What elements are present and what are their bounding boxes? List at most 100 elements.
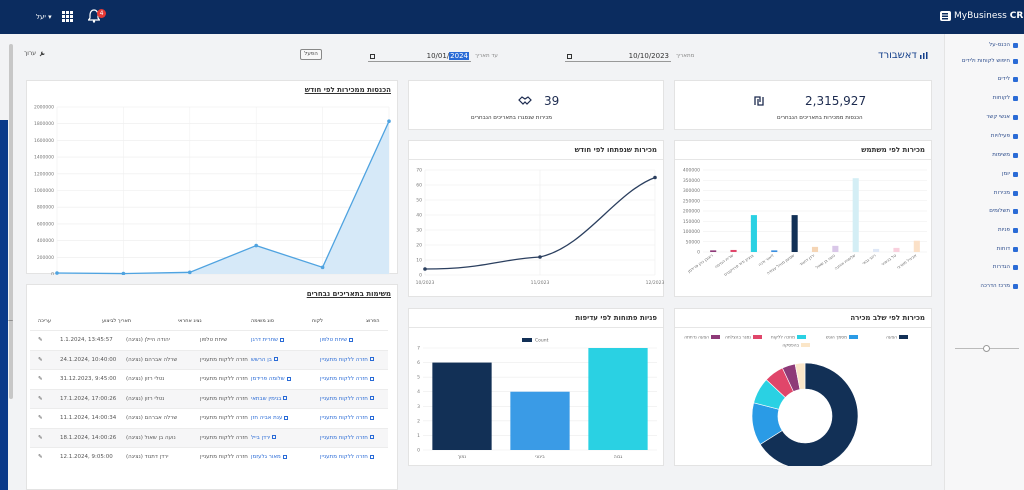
sidebar-item[interactable]: פניות (998, 227, 1018, 233)
collapse-icon[interactable]: — (8, 318, 13, 324)
sidebar-item[interactable]: מרכז הדרכה (980, 283, 1018, 289)
table-row[interactable]: שיחת טלפון שחרית דרגן שיחת טלפון יהודה הייל… (30, 330, 388, 349)
sales-by-stage-card: מכירות לפי שלב מכירה הצעה מסמך הוגש מחכה ל… (674, 308, 932, 466)
table-row[interactable]: חזרה ללקוח מתעניין בנימין שבתאי חזרה ללקוח… (30, 388, 388, 408)
table-row[interactable]: חזרה ללקוח מתעניין בן הרשש חזרה ללקוח מתענ… (30, 349, 388, 369)
column-header[interactable]: עריכה (38, 318, 51, 324)
task-client[interactable]: מאור גלעזמן (251, 454, 287, 460)
pencil-icon[interactable]: ✎ (38, 356, 43, 363)
from-date-input[interactable]: 10/10/2023 (565, 51, 671, 62)
sidebar-item[interactable]: הגדרות (993, 264, 1018, 270)
task-subject[interactable]: שיחת טלפון (320, 337, 354, 343)
sidebar-item-label: פניות (998, 227, 1010, 233)
data-point (387, 119, 391, 123)
card-icon (273, 357, 278, 361)
task-client[interactable]: בנימין שבתאי (251, 396, 288, 402)
card-icon (280, 337, 285, 342)
sidebar-item[interactable]: דוחות (997, 246, 1018, 252)
card-title: משימות בתאריכים נבחרים (306, 290, 391, 298)
edit-dashboard-button[interactable]: ערוך (24, 50, 45, 57)
task-subject[interactable]: חזרה ללקוח מתעניין (320, 357, 374, 363)
revenue-kpi-card: 2,315,927 הכנסות ממכירות בתאריכים הנבחרי… (674, 80, 932, 130)
bar (811, 246, 819, 252)
tick-label: 1600000 (34, 138, 54, 144)
table-row[interactable]: חזרה ללקוח מתעניין שלומה פרידמן חזרה ללקוח… (30, 369, 388, 388)
pencil-icon[interactable]: ✎ (38, 395, 43, 402)
tick-label: 200000 (683, 209, 700, 215)
apps-grid-icon[interactable] (62, 11, 73, 24)
task-rep: שרלה אברהם (נציגה) (126, 415, 177, 421)
sidebar-item[interactable]: לידים (998, 76, 1018, 82)
sidebar-collapse-handle[interactable] (983, 345, 990, 352)
calendar-icon[interactable] (370, 53, 375, 59)
table-row[interactable]: חזרה ללקוח מתעניין ענת אביה חזן חזרה ללקוח… (30, 408, 388, 427)
task-client[interactable]: ענת אביה חזן (251, 415, 289, 421)
sidebar-item[interactable]: מכירות (994, 190, 1018, 196)
pencil-icon[interactable]: ✎ (38, 454, 43, 460)
bar (791, 215, 798, 252)
pie-slice (759, 362, 859, 466)
to-date-input[interactable]: 10/01/2024 (368, 51, 471, 62)
to-date-year-selected: 2024 (449, 52, 469, 60)
pencil-icon[interactable]: ✎ (38, 337, 43, 343)
task-client[interactable]: ירדן בייל (251, 435, 277, 441)
list-icon (1013, 133, 1018, 139)
sidebar-item[interactable]: פעילויות (991, 133, 1018, 139)
bar (730, 249, 737, 252)
column-header[interactable]: סוג משימה (251, 318, 274, 324)
bell-icon[interactable] (87, 9, 101, 25)
bar (710, 250, 717, 252)
task-client[interactable]: שלומה פרידמן (251, 376, 291, 382)
cell-text: 11.1.2024, 14:00:34 (60, 415, 117, 421)
cell-text: שלומה פרידמן (251, 376, 285, 382)
apply-filter-button[interactable]: הפעל (300, 49, 322, 60)
sidebar-item[interactable]: אנשי קשר (986, 114, 1018, 120)
column-header[interactable]: הפרוצ (366, 318, 380, 324)
cell-text: חזרה ללקוח מתעניין (200, 376, 248, 382)
task-subject[interactable]: חזרה ללקוח מתעניין (320, 415, 374, 421)
task-subject[interactable]: חזרה ללקוח מתעניין (320, 435, 374, 441)
task-client[interactable]: שחרית דרגן (251, 337, 285, 343)
area-fill (57, 121, 389, 274)
user-menu[interactable]: יעל ▾ (36, 13, 52, 21)
sidebar-item[interactable]: יומן (1002, 171, 1018, 177)
search-icon (1013, 58, 1018, 64)
edit-label: ערוך (24, 50, 36, 57)
handshake-icon (518, 96, 532, 105)
column-header[interactable]: נציג אחראי (178, 318, 202, 324)
list-icon (369, 454, 374, 459)
tick-label: 10 (416, 258, 422, 264)
scrollbar[interactable] (9, 44, 13, 399)
deals-label: מכירות שנסגרו בתאריכים הנבחרים (471, 115, 553, 121)
data-point (653, 175, 657, 180)
calendar-icon[interactable] (567, 53, 572, 59)
bar (432, 362, 492, 450)
sidebar-item[interactable]: משימות (992, 152, 1018, 158)
pencil-icon[interactable]: ✎ (38, 415, 43, 421)
pencil-icon[interactable]: ✎ (38, 376, 43, 382)
category-label: ראובן כהן פרידמן (687, 253, 714, 274)
sidebar-item[interactable]: תשלומים (989, 208, 1018, 214)
column-header[interactable]: לקוח (312, 318, 324, 324)
sidebar-item[interactable]: הכנס-על (989, 42, 1018, 48)
table-row[interactable]: חזרה ללקוח מתעניין ירדן בייל חזרה ללקוח מת… (30, 427, 388, 447)
legend-label: בהפסקה (782, 344, 799, 349)
shekel-icon (754, 96, 764, 106)
sidebar-item[interactable]: לקוחות (993, 95, 1018, 101)
task-subject[interactable]: חזרה ללקוח מתעניין (320, 396, 374, 402)
table-row[interactable]: חזרה ללקוח מתעניין מאור גלעזמן חזרה ללקוח … (30, 447, 388, 466)
task-subject[interactable]: חזרה ללקוח מתעניין (320, 376, 374, 382)
task-type: חזרה ללקוח מתעניין (200, 396, 248, 402)
task-subject[interactable]: חזרה ללקוח מתעניין (320, 454, 374, 460)
top-bar: יעל ▾ 4 MyBusiness CRM (0, 0, 1024, 34)
legend-swatch (849, 335, 858, 339)
tickets-by-priority-card: פניות פתוחות לפי עדיפות 0 1 2 3 4 5 6 7 Count נמו… (408, 308, 664, 466)
data-point (188, 270, 192, 275)
sidebar-item-label: הכנס-על (989, 42, 1010, 48)
bar (852, 178, 859, 252)
sidebar-item[interactable]: חיפוש לקוחות ולידים (962, 58, 1018, 64)
column-header[interactable]: תאריך לביצוע (102, 318, 132, 324)
pencil-icon[interactable]: ✎ (38, 434, 43, 441)
legend-swatch (711, 335, 720, 339)
task-client[interactable]: בן הרשש (251, 357, 278, 363)
